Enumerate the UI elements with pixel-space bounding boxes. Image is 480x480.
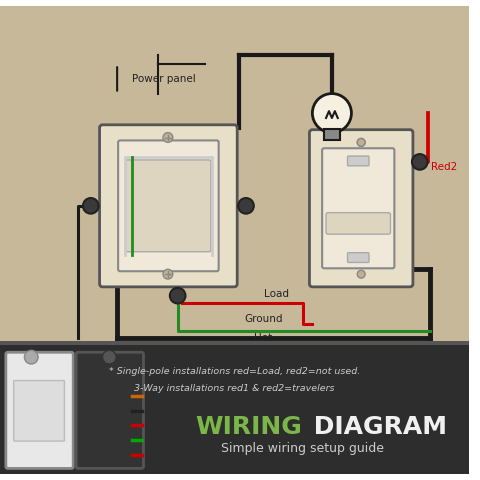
FancyBboxPatch shape: [322, 148, 395, 268]
Bar: [0, 341, 468, 345]
FancyBboxPatch shape: [326, 213, 390, 234]
Text: Hot: Hot: [254, 333, 273, 343]
Circle shape: [357, 138, 365, 146]
Circle shape: [238, 198, 254, 214]
Circle shape: [163, 269, 173, 279]
Circle shape: [83, 198, 98, 214]
FancyBboxPatch shape: [6, 352, 73, 468]
Text: Red2: Red2: [432, 162, 458, 172]
Bar: [0, 343, 468, 474]
Text: Power panel: Power panel: [132, 74, 195, 84]
Text: Load: Load: [264, 289, 288, 299]
Circle shape: [24, 350, 38, 364]
Circle shape: [357, 270, 365, 278]
Bar: [324, 129, 340, 141]
Circle shape: [312, 94, 351, 132]
FancyBboxPatch shape: [13, 381, 64, 441]
FancyBboxPatch shape: [348, 252, 369, 263]
Text: Simple wiring setup guide: Simple wiring setup guide: [221, 443, 384, 456]
Text: DIAGRAM: DIAGRAM: [305, 415, 446, 439]
Text: WIRING: WIRING: [196, 415, 302, 439]
Circle shape: [412, 154, 428, 170]
Circle shape: [170, 288, 185, 303]
Bar: [0, 6, 468, 343]
FancyBboxPatch shape: [118, 141, 219, 271]
Circle shape: [357, 138, 365, 146]
Text: Ground: Ground: [244, 313, 283, 324]
FancyBboxPatch shape: [126, 160, 211, 252]
FancyBboxPatch shape: [76, 352, 144, 468]
FancyBboxPatch shape: [310, 130, 413, 287]
Text: * Single-pole installations red=Load, red2=not used.: * Single-pole installations red=Load, re…: [108, 368, 360, 376]
FancyBboxPatch shape: [348, 156, 369, 166]
Circle shape: [103, 350, 116, 364]
Text: 3-Way installations red1 & red2=travelers: 3-Way installations red1 & red2=traveler…: [134, 384, 335, 393]
FancyBboxPatch shape: [99, 125, 237, 287]
Circle shape: [163, 132, 173, 143]
